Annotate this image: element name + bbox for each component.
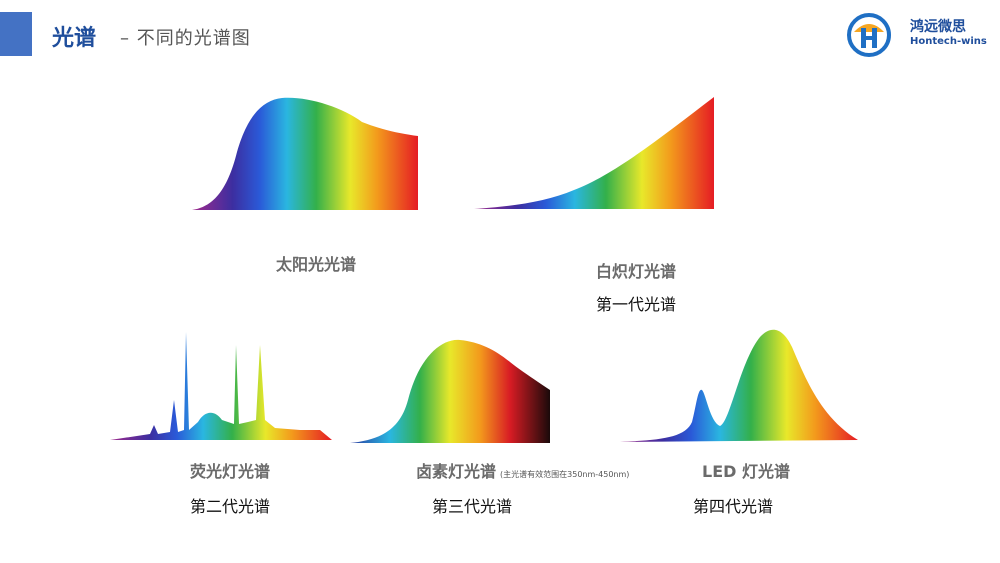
- header-accent-bar: [0, 12, 32, 56]
- page-subtitle: – 不同的光谱图: [120, 28, 251, 49]
- led-spectrum-label: LED 灯光谱: [702, 462, 790, 481]
- second-generation-label: 第二代光谱: [190, 497, 271, 516]
- fluorescent-spectrum-label: 荧光灯光谱: [190, 462, 271, 481]
- sunlight-spectrum-graphic: [192, 97, 418, 210]
- led-spectrum-graphic: [620, 329, 858, 442]
- halogen-spectrum-graphic: [350, 339, 550, 443]
- halogen-label-text: 卤素灯光谱: [416, 462, 497, 481]
- hontech-logo-icon: [847, 13, 891, 57]
- halogen-note: (主光谱有效范围在350nm-450nm): [500, 470, 630, 479]
- fluorescent-spectrum-graphic: [110, 332, 332, 440]
- halogen-spectrum-label: 卤素灯光谱 (主光谱有效范围在350nm-450nm): [416, 458, 629, 482]
- incandescent-spectrum-graphic: [474, 97, 714, 209]
- first-generation-label: 第一代光谱: [596, 295, 677, 314]
- logo-name-en: Hontech-wins: [910, 36, 987, 47]
- sunlight-spectrum-label: 太阳光光谱: [276, 255, 357, 274]
- logo-name-cn: 鸿远微思: [910, 19, 966, 35]
- third-generation-label: 第三代光谱: [432, 497, 513, 516]
- page-title: 光谱: [52, 26, 97, 51]
- incandescent-spectrum-label: 白炽灯光谱: [596, 262, 677, 281]
- fourth-generation-label: 第四代光谱: [693, 497, 774, 516]
